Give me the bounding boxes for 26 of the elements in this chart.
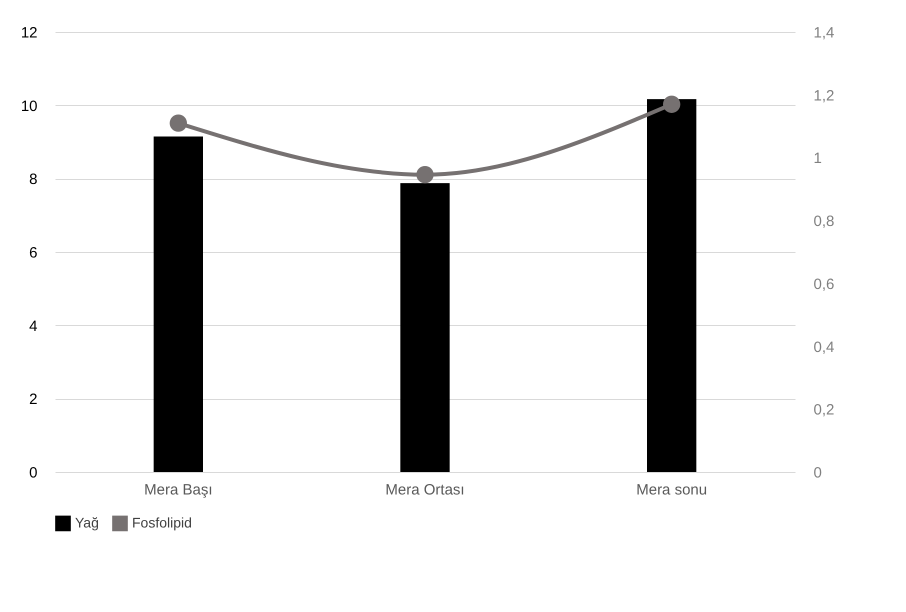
y2-tick-label: 0,4 <box>814 338 834 356</box>
y2-tick-label: 1,4 <box>814 24 834 42</box>
y2-tick-label: 0,2 <box>814 402 834 419</box>
y2-tick-label: 0 <box>814 464 822 482</box>
y2-tick-label: 1 <box>814 150 822 168</box>
x-tick-label: Mera Ortası <box>385 482 465 498</box>
legend-label: Yağ <box>75 514 99 530</box>
x-tick-label: Mera sonu <box>636 482 708 498</box>
y-tick-label: 12 <box>20 24 38 42</box>
x-tick-label: Mera Başı <box>144 482 213 498</box>
y2-tick-label: 0,8 <box>814 213 834 230</box>
bar <box>647 99 696 472</box>
point <box>416 166 434 184</box>
y2-tick-label: 1,2 <box>814 87 834 104</box>
y-tick-label: 8 <box>29 171 38 188</box>
y-tick-label: 6 <box>29 244 38 262</box>
bar <box>154 136 203 472</box>
y2-tick-label: 0,6 <box>814 276 834 293</box>
legend-label: Fosfolipid <box>132 514 192 530</box>
point <box>663 96 680 113</box>
bar <box>400 183 450 472</box>
y-tick-label: 0 <box>29 464 38 482</box>
y-tick-label: 4 <box>29 318 38 335</box>
point <box>170 114 187 132</box>
y-tick-label: 2 <box>29 391 38 408</box>
y-tick-label: 10 <box>20 98 38 115</box>
